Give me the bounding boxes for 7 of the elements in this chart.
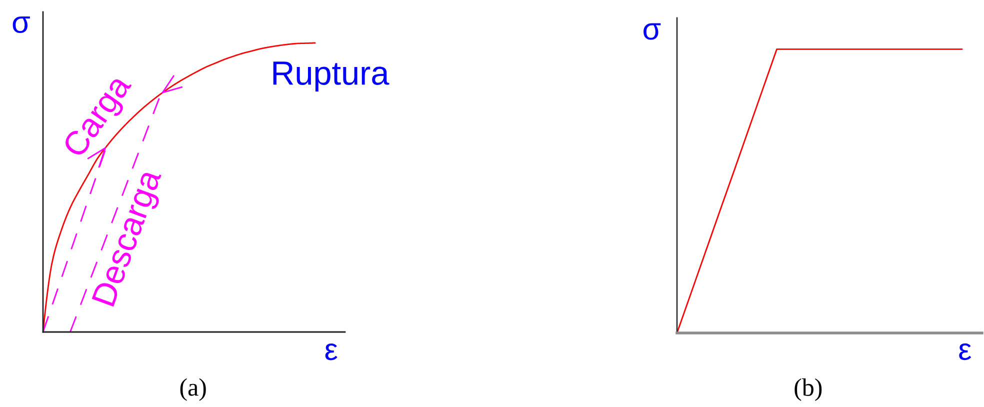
x-axis-title: ε [325,343,338,360]
annotation: Ruptura [273,62,390,92]
text: (a) [180,378,206,401]
text: (b) [794,378,822,402]
x-axis-title: ε [959,343,972,360]
y-axis-title: σ [644,23,661,40]
y-axis-title: σ [12,16,30,33]
